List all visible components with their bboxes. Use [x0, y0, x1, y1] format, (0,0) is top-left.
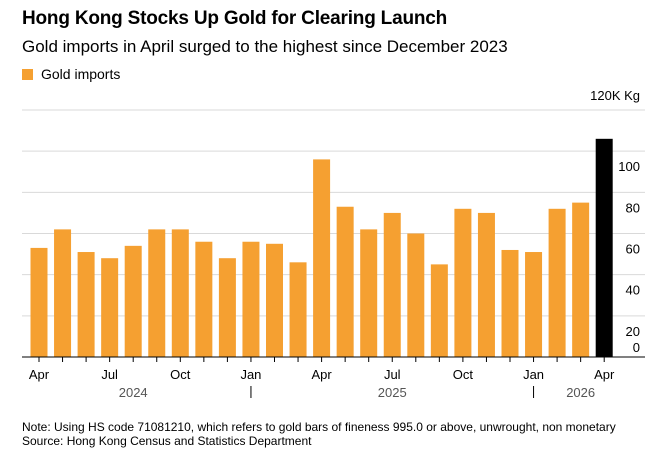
bar [195, 241, 213, 357]
x-tick-label: Jul [384, 367, 401, 382]
bar [595, 138, 613, 357]
bar [313, 159, 331, 357]
y-tick-label: 100 [618, 159, 640, 174]
source-note: Source: Hong Kong Census and Statistics … [22, 434, 312, 448]
y-axis-unit-label: 120K Kg [590, 88, 640, 103]
y-tick-label: 60 [626, 242, 640, 257]
x-tick-label: Apr [594, 367, 615, 382]
bar [124, 245, 142, 357]
x-tick-label: Oct [170, 367, 191, 382]
x-tick-label: Jan [240, 367, 261, 382]
x-tick-label: Jul [101, 367, 118, 382]
legend-label: Gold imports [41, 66, 121, 82]
bar [289, 262, 307, 357]
bar [572, 202, 590, 357]
year-label: 2025 [378, 385, 407, 400]
legend: Gold imports [22, 66, 120, 82]
x-tick-label: Apr [29, 367, 50, 382]
bar [54, 229, 72, 357]
legend-swatch [22, 68, 33, 80]
bar [218, 258, 236, 357]
bar [548, 208, 566, 357]
x-tick-label: Oct [453, 367, 474, 382]
bar [407, 233, 425, 357]
bar [383, 212, 401, 357]
bar-chart: 020 40 60 80 100 120K Kg Apr Jul Oct Jan Apr Jul Oct… [22, 88, 645, 400]
bar [360, 229, 378, 357]
bar [30, 247, 48, 357]
y-tick-label: 40 [626, 283, 640, 298]
bar [101, 258, 119, 357]
y-tick-label: 80 [626, 200, 640, 215]
bar [336, 206, 354, 357]
chart-subtitle: Gold imports in April surged to the high… [22, 37, 508, 56]
bar [525, 252, 543, 357]
year-label: 2024 [119, 385, 148, 400]
bar [477, 212, 495, 357]
bar [501, 249, 519, 357]
bar [171, 229, 189, 357]
bar [430, 264, 448, 357]
bar [242, 241, 260, 357]
y-tick-label: 0 [633, 340, 640, 355]
bar [454, 208, 472, 357]
bar [77, 252, 95, 357]
y-tick-label: 20 [626, 324, 640, 339]
x-tick-label: Apr [311, 367, 332, 382]
x-tick-label: Jan [523, 367, 544, 382]
chart-title: Hong Kong Stocks Up Gold for Clearing La… [22, 8, 448, 29]
footnote: Note: Using HS code 71081210, which refe… [22, 420, 616, 434]
bar [148, 229, 166, 357]
bar [266, 243, 283, 357]
year-label: 2026 [566, 385, 595, 400]
